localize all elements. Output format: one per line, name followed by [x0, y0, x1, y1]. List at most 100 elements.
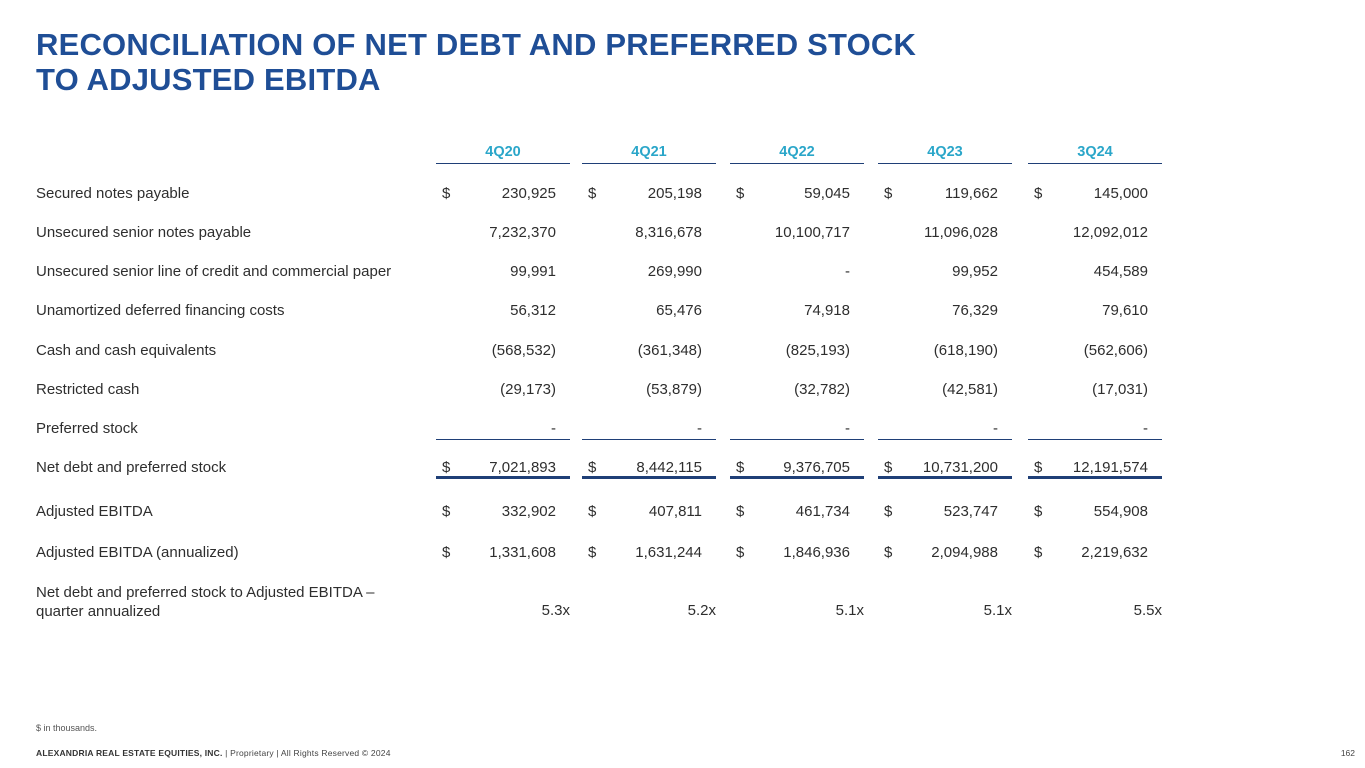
dollar-sign: $ — [884, 544, 893, 561]
row-label-1: Unsecured senior notes payable — [36, 224, 252, 241]
dollar-sign: $ — [442, 459, 451, 476]
table-cell: 454,589 — [1028, 261, 1162, 283]
cell-value: 332,902 — [501, 503, 556, 520]
dollar-sign: $ — [442, 503, 451, 520]
page-title-line-1: RECONCILIATION OF NET DEBT AND PREFERRED… — [36, 27, 917, 62]
table-cell: 76,329 — [878, 300, 1012, 322]
cell-value: 59,045 — [804, 185, 850, 202]
table-cell: - — [436, 418, 570, 440]
dollar-sign: $ — [736, 459, 745, 476]
table-cell: 74,918 — [730, 300, 864, 322]
cell-value: 7,232,370 — [489, 224, 556, 241]
cell-value: 119,662 — [944, 185, 998, 202]
table-cell: 79,610 — [1028, 300, 1162, 322]
cell-value: 12,191,574 — [1072, 459, 1148, 476]
table-cell: (29,173) — [436, 379, 570, 401]
cell-value: (568,532) — [491, 342, 556, 359]
cell-value: 269,990 — [647, 263, 702, 280]
row-label-8: Adjusted EBITDA — [36, 503, 153, 520]
cell-value: 230,925 — [501, 185, 556, 202]
cell-value: (17,031) — [1092, 381, 1148, 398]
cell-value: - — [993, 420, 998, 437]
table-cell: (17,031) — [1028, 379, 1162, 401]
cell-value: 2,094,988 — [931, 544, 998, 561]
cell-value: (361,348) — [637, 342, 702, 359]
cell-value: 1,331,608 — [489, 544, 556, 561]
dollar-sign: $ — [884, 185, 893, 202]
dollar-sign: $ — [736, 185, 745, 202]
row-label-10: Net debt and preferred stock to Adjusted… — [36, 583, 375, 621]
row-label-line-2: quarter annualized — [36, 603, 161, 620]
table-cell: (825,193) — [730, 340, 864, 362]
table-cell: 10,100,717 — [730, 222, 864, 244]
dollar-sign: $ — [588, 459, 597, 476]
cell-value: 5.5x — [1133, 602, 1162, 619]
cell-value: 76,329 — [952, 302, 998, 319]
cell-value: 1,631,244 — [635, 544, 702, 561]
cell-value: 9,376,705 — [783, 459, 850, 476]
table-cell: - — [1028, 418, 1162, 440]
table-cell: 5.3x — [436, 600, 570, 622]
cell-value: 461,734 — [795, 503, 850, 520]
cell-value: (618,190) — [933, 342, 998, 359]
cell-value: 79,610 — [1102, 302, 1148, 319]
row-label-0: Secured notes payable — [36, 185, 190, 202]
table-cell: (562,606) — [1028, 340, 1162, 362]
cell-value: 10,100,717 — [774, 224, 850, 241]
dollar-sign: $ — [1034, 503, 1043, 520]
table-cell: $461,734 — [730, 501, 864, 523]
cell-value: 5.2x — [687, 602, 716, 619]
table-cell: $205,198 — [582, 183, 716, 205]
cell-value: 8,316,678 — [635, 224, 702, 241]
cell-value: 2,219,632 — [1081, 544, 1148, 561]
cell-value: 454,589 — [1093, 263, 1148, 280]
table-cell: $2,094,988 — [878, 542, 1012, 564]
table-cell: 5.2x — [582, 600, 716, 622]
dollar-sign: $ — [1034, 459, 1043, 476]
footer: ALEXANDRIA REAL ESTATE EQUITIES, INC. | … — [36, 748, 391, 758]
cell-value: (29,173) — [500, 381, 556, 398]
row-label-3: Unamortized deferred financing costs — [36, 302, 285, 319]
period-header-3: 4Q23 — [878, 144, 1012, 164]
table-cell: (53,879) — [582, 379, 716, 401]
cell-value: 99,991 — [510, 263, 556, 280]
cell-value: 10,731,200 — [922, 459, 998, 476]
dollar-sign: $ — [736, 503, 745, 520]
cell-value: - — [551, 420, 556, 437]
table-cell: (42,581) — [878, 379, 1012, 401]
row-label-7: Net debt and preferred stock — [36, 459, 227, 476]
cell-value: - — [845, 263, 850, 280]
cell-value: 99,952 — [952, 263, 998, 280]
cell-value: 1,846,936 — [783, 544, 850, 561]
table-cell: 5.1x — [878, 600, 1012, 622]
table-cell: $12,191,574 — [1028, 457, 1162, 479]
dollar-sign: $ — [588, 503, 597, 520]
table-cell: 12,092,012 — [1028, 222, 1162, 244]
cell-value: (825,193) — [785, 342, 850, 359]
table-cell: 5.1x — [730, 600, 864, 622]
cell-value: 65,476 — [656, 302, 702, 319]
dollar-sign: $ — [442, 185, 451, 202]
period-header-4: 3Q24 — [1028, 144, 1162, 164]
table-cell: - — [582, 418, 716, 440]
table-cell: $523,747 — [878, 501, 1012, 523]
table-cell: 99,991 — [436, 261, 570, 283]
footer-company: ALEXANDRIA REAL ESTATE EQUITIES, INC. — [36, 748, 223, 758]
cell-value: 5.3x — [541, 602, 570, 619]
dollar-sign: $ — [1034, 544, 1043, 561]
table-cell: $8,442,115 — [582, 457, 716, 479]
table-cell: 8,316,678 — [582, 222, 716, 244]
dollar-sign: $ — [442, 544, 451, 561]
cell-value: 205,198 — [647, 185, 702, 202]
table-cell: 99,952 — [878, 261, 1012, 283]
table-cell: $1,846,936 — [730, 542, 864, 564]
table-cell: 65,476 — [582, 300, 716, 322]
table-cell: $1,631,244 — [582, 542, 716, 564]
dollar-sign: $ — [588, 544, 597, 561]
dollar-sign: $ — [884, 503, 893, 520]
table-cell: $10,731,200 — [878, 457, 1012, 479]
period-header-0: 4Q20 — [436, 144, 570, 164]
table-cell: 5.5x — [1028, 600, 1162, 622]
row-label-5: Restricted cash — [36, 381, 140, 398]
table-cell: (568,532) — [436, 340, 570, 362]
